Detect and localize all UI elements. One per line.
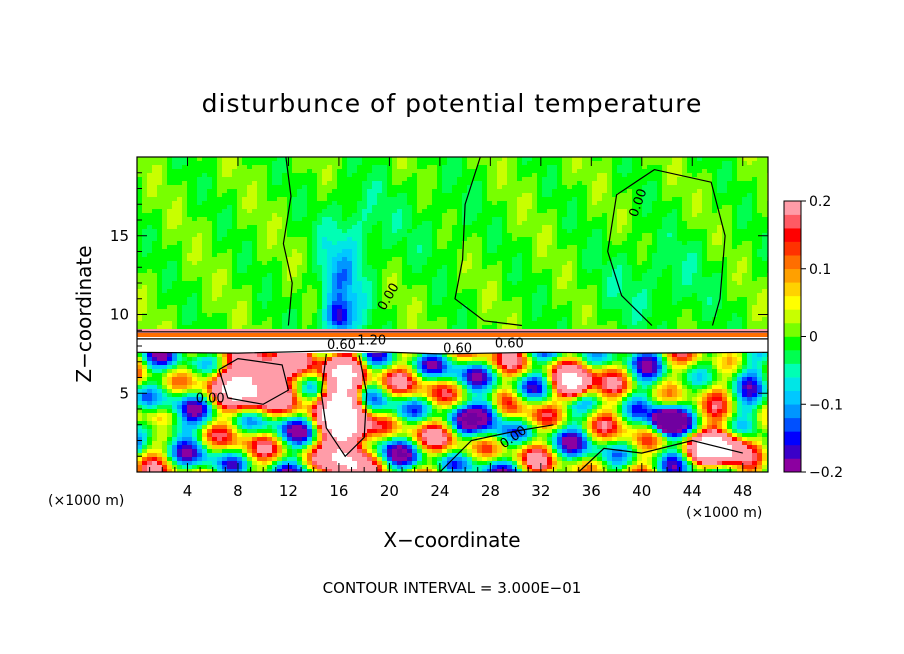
z-unit-label: (×1000 m) [48,493,124,509]
colorbar-swatch [784,390,801,405]
z-axis-ticks: 5 10 15 [110,172,768,457]
x-tick-label: 40 [632,482,651,500]
colorbar-swatch [784,268,801,283]
colorbar-tick-label: 0 [809,330,818,346]
contour-label: 0.60 [495,337,524,352]
colorbar-swatch [784,295,801,310]
chart-title: disturbunce of potential temperature [202,89,703,118]
colorbar-swatch [784,282,801,297]
plot-area: 0.000.000.601.200.60 0.600.000.00 [137,157,768,472]
z-tick-label: 5 [119,384,129,402]
x-tick-label: 4 [183,482,193,500]
x-tick-label: 48 [733,482,752,500]
x-tick-label: 12 [279,482,298,500]
colorbar-tick-label: −0.1 [809,397,843,413]
x-tick-label: 20 [380,482,399,500]
colorbar-ticks: 0.2 0.1 0 −0.1 −0.2 [801,194,843,481]
contour-interval-note: CONTOUR INTERVAL = 3.000E−01 [323,579,582,597]
contour-lines [137,157,768,472]
colorbar-swatch [784,350,801,364]
contour-label: 1.20 [357,333,386,348]
x-axis-label: X−coordinate [383,528,520,552]
z-axis-label: Z−coordinate [72,245,96,382]
x-tick-label: 28 [481,482,500,500]
x-tick-label: 44 [683,482,702,500]
x-unit-label: (×1000 m) [686,505,762,521]
colorbar-swatch [784,322,801,337]
x-tick-label: 32 [531,482,550,500]
colorbar-tick-label: 0.1 [809,262,831,278]
colorbar-swatch [784,377,801,391]
x-axis-ticks: 4 8 12 16 20 24 28 32 36 40 44 48 [149,157,756,500]
colorbar-swatch [784,201,801,215]
z-tick-label: 15 [110,227,129,245]
colorbar-swatch [784,444,801,459]
x-tick-label: 8 [233,482,243,500]
colorbar-tick-label: 0.2 [809,194,831,210]
x-tick-label: 24 [430,482,449,500]
colorbar-swatch [784,404,801,419]
colorbar-swatch [784,363,801,378]
colorbar-swatch [784,241,801,256]
colorbar-swatch [784,458,801,473]
colorbar-swatch [784,255,801,270]
contour-label: 0.60 [327,338,356,353]
colorbar-swatch [784,417,801,432]
z-tick-label: 10 [110,306,129,324]
colorbar-swatch [784,228,801,242]
x-tick-label: 36 [582,482,601,500]
colorbar-swatch [784,336,801,351]
colorbar-tick-label: −0.2 [809,465,843,481]
contour-label: 0.00 [196,392,225,407]
colorbar-swatch [784,214,801,229]
x-tick-label: 16 [329,482,348,500]
colorbar [783,200,802,473]
colorbar-swatch [784,309,801,324]
colorbar-swatch [784,431,801,446]
heatmap-field [137,157,768,472]
contour-label: 0.60 [443,341,472,356]
